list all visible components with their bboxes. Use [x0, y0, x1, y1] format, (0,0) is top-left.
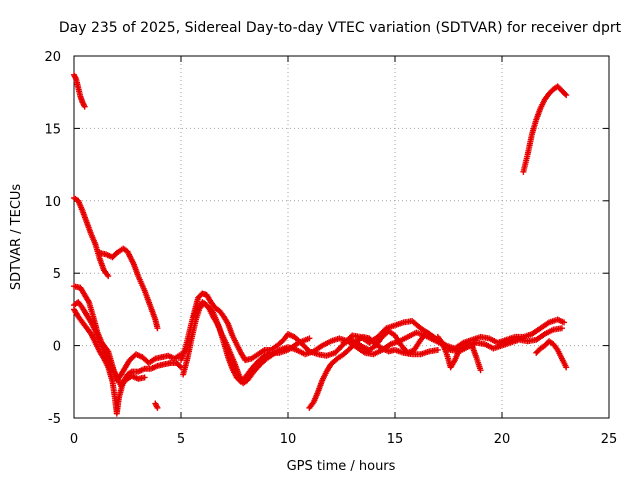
series-track-b	[71, 194, 112, 280]
x-tick-label: 0	[70, 432, 78, 447]
x-tick-label: 25	[601, 432, 618, 447]
x-tick-label: 5	[177, 432, 185, 447]
data-point	[141, 374, 148, 381]
plot-frame	[73, 55, 610, 419]
data-point	[81, 103, 88, 110]
data-point	[563, 92, 570, 99]
data-point	[562, 91, 569, 98]
series-track-o	[533, 338, 570, 371]
y-axis-label: SDTVAR / TECUs	[9, 184, 24, 291]
x-tick-label: 20	[494, 432, 511, 447]
data-point	[477, 367, 484, 374]
y-tick-label: 15	[44, 122, 61, 137]
series-track-g	[152, 400, 161, 411]
data-point	[563, 364, 570, 371]
chart-title: Day 235 of 2025, Sidereal Day-to-day VTE…	[59, 20, 622, 36]
series-track-c	[96, 245, 161, 332]
series-track-e	[71, 306, 184, 417]
series-track-f	[71, 299, 148, 390]
series-track-a	[71, 71, 88, 110]
x-axis-label: GPS time / hours	[287, 459, 396, 474]
series-track-d	[71, 283, 184, 384]
data-point	[558, 325, 565, 332]
y-tick-label: -5	[48, 412, 61, 427]
series-track-j	[190, 299, 313, 385]
y-tick-label: 0	[53, 340, 61, 355]
x-tick-label: 15	[387, 432, 404, 447]
data-point	[434, 346, 441, 353]
data-point	[154, 325, 161, 332]
y-tick-label: 5	[53, 267, 61, 282]
axis-ticks: 0 5 10 15 20 25 -5 0 5 10 15 20	[44, 50, 617, 447]
data-marks	[71, 71, 570, 417]
series-track-n	[520, 83, 570, 175]
y-tick-label: 10	[44, 195, 61, 210]
data-point	[154, 404, 161, 411]
y-tick-label: 20	[44, 50, 61, 65]
data-point	[561, 319, 568, 326]
grid-lines	[74, 56, 609, 418]
series-track-l	[340, 328, 437, 356]
x-tick-label: 10	[280, 432, 297, 447]
data-point	[306, 335, 313, 342]
data-point	[105, 273, 112, 280]
series-track-m	[434, 333, 484, 374]
data-point	[176, 363, 183, 370]
